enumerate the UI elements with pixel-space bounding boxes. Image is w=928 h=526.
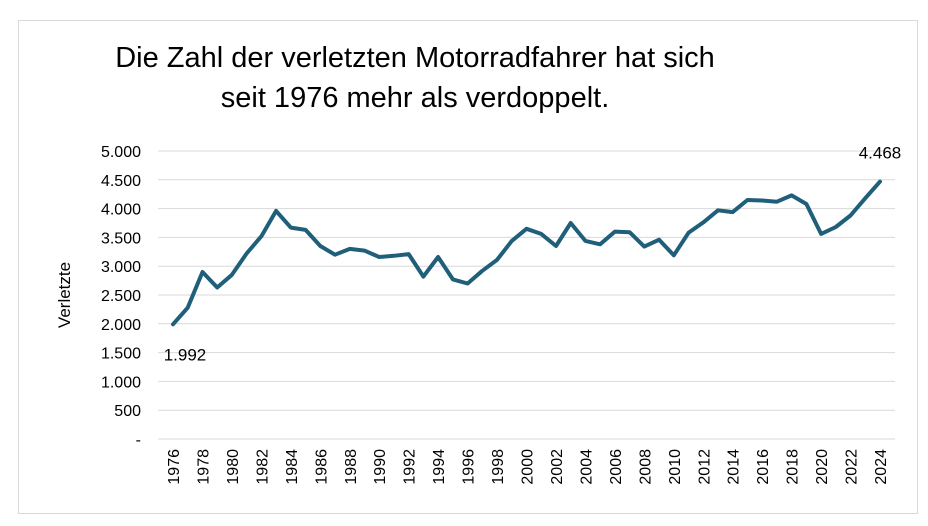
series-line (171, 179, 882, 327)
y-tick-label: 500 (114, 403, 141, 420)
y-tick-label: 3.000 (101, 259, 141, 276)
x-tick-label: 2012 (696, 449, 713, 485)
x-tick-label: 2006 (608, 449, 625, 485)
y-tick-label: 5.000 (101, 144, 141, 161)
x-tick-label: 1980 (225, 449, 242, 485)
x-tick-label: 2010 (667, 449, 684, 485)
data-label-last: 4.468 (859, 144, 902, 163)
x-tick-label: 2016 (755, 449, 772, 485)
x-tick-label: 1998 (490, 449, 507, 485)
y-tick-label: 3.500 (101, 230, 141, 247)
x-tick-label: 1986 (313, 449, 330, 485)
x-tick-label: 2008 (637, 449, 654, 485)
y-tick-label: 1.000 (101, 374, 141, 391)
x-tick-label: 1996 (461, 449, 478, 485)
x-tick-label: 2024 (873, 449, 890, 485)
y-tick-label: - (136, 432, 141, 449)
x-tick-label: 1990 (372, 449, 389, 485)
chart-frame (18, 20, 918, 514)
y-tick-label: 2.500 (101, 288, 141, 305)
x-tick-label: 2018 (785, 449, 802, 485)
x-tick-label: 2020 (814, 449, 831, 485)
x-tick-label: 1988 (343, 449, 360, 485)
x-tick-label: 1982 (254, 449, 271, 485)
y-tick-label: 1.500 (101, 346, 141, 363)
x-tick-label: 2000 (520, 449, 537, 485)
data-label-first: 1.992 (164, 345, 207, 364)
x-tick-label: 1994 (431, 449, 448, 485)
x-tick-label: 1984 (284, 449, 301, 485)
x-tick-label: 2002 (549, 449, 566, 485)
chart-title: Die Zahl der verletzten Motorradfahrer h… (90, 38, 740, 118)
y-tick-label: 4.500 (101, 173, 141, 190)
chart-title-line-2: seit 1976 mehr als verdoppelt. (220, 82, 610, 114)
x-tick-label: 1978 (195, 449, 212, 485)
y-tick-label: 2.000 (101, 317, 141, 334)
x-tick-label: 2014 (726, 449, 743, 485)
y-tick-label: 4.000 (101, 202, 141, 219)
x-tick-label: 1992 (402, 449, 419, 485)
x-tick-label: 2004 (578, 449, 595, 485)
y-axis-label: Verletzte (55, 262, 74, 328)
chart-title-line-1: Die Zahl der verletzten Motorradfahrer h… (115, 42, 715, 74)
x-tick-label: 2022 (844, 449, 861, 485)
x-tick-label: 1976 (166, 449, 183, 485)
